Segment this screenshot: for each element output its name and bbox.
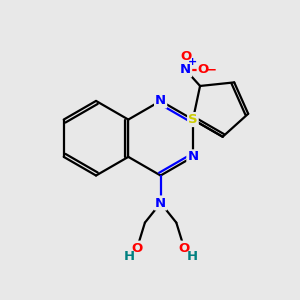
Text: O: O — [131, 242, 143, 255]
Text: N: N — [180, 63, 191, 76]
Text: O: O — [198, 63, 209, 76]
Text: H: H — [187, 250, 198, 263]
Text: N: N — [155, 94, 166, 107]
Text: H: H — [124, 250, 135, 263]
Text: N: N — [188, 150, 199, 164]
Text: O: O — [180, 50, 191, 63]
Text: O: O — [178, 242, 190, 255]
Text: +: + — [188, 57, 197, 67]
Text: N: N — [155, 196, 166, 209]
Text: S: S — [188, 113, 198, 126]
Text: −: − — [206, 63, 217, 76]
